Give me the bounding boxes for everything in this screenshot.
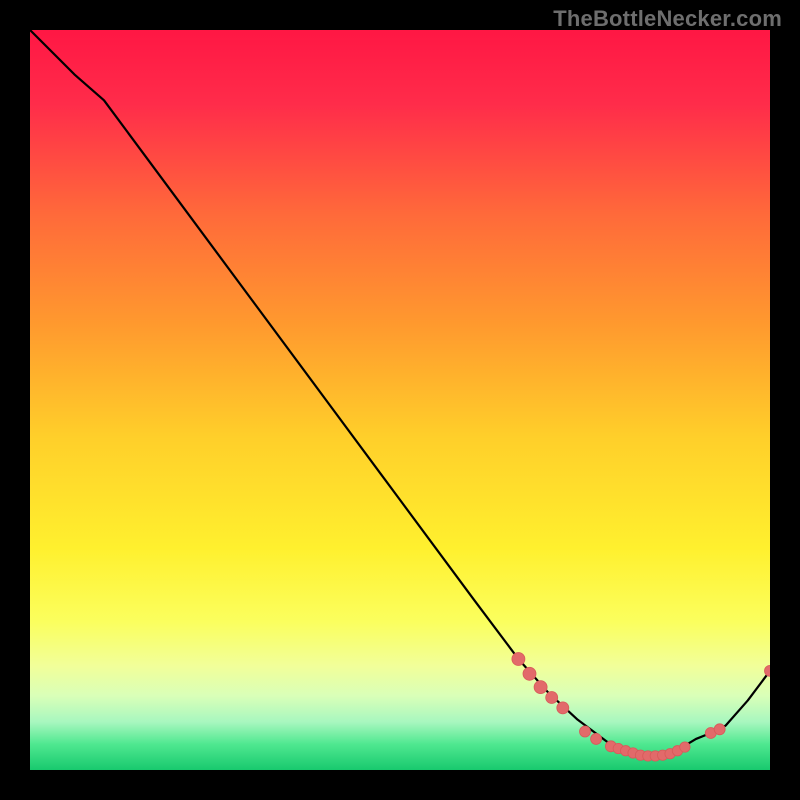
curve-marker [591,733,602,744]
curve-marker [580,726,591,737]
curve-marker [546,691,558,703]
plot-background [30,30,770,770]
curve-marker [534,681,547,694]
curve-marker [714,724,725,735]
chart-canvas: TheBottleNecker.com [0,0,800,800]
curve-marker [680,742,690,752]
curve-marker [523,667,536,680]
curve-marker [512,653,525,666]
bottleneck-curve-chart [0,0,800,800]
curve-marker [557,702,569,714]
